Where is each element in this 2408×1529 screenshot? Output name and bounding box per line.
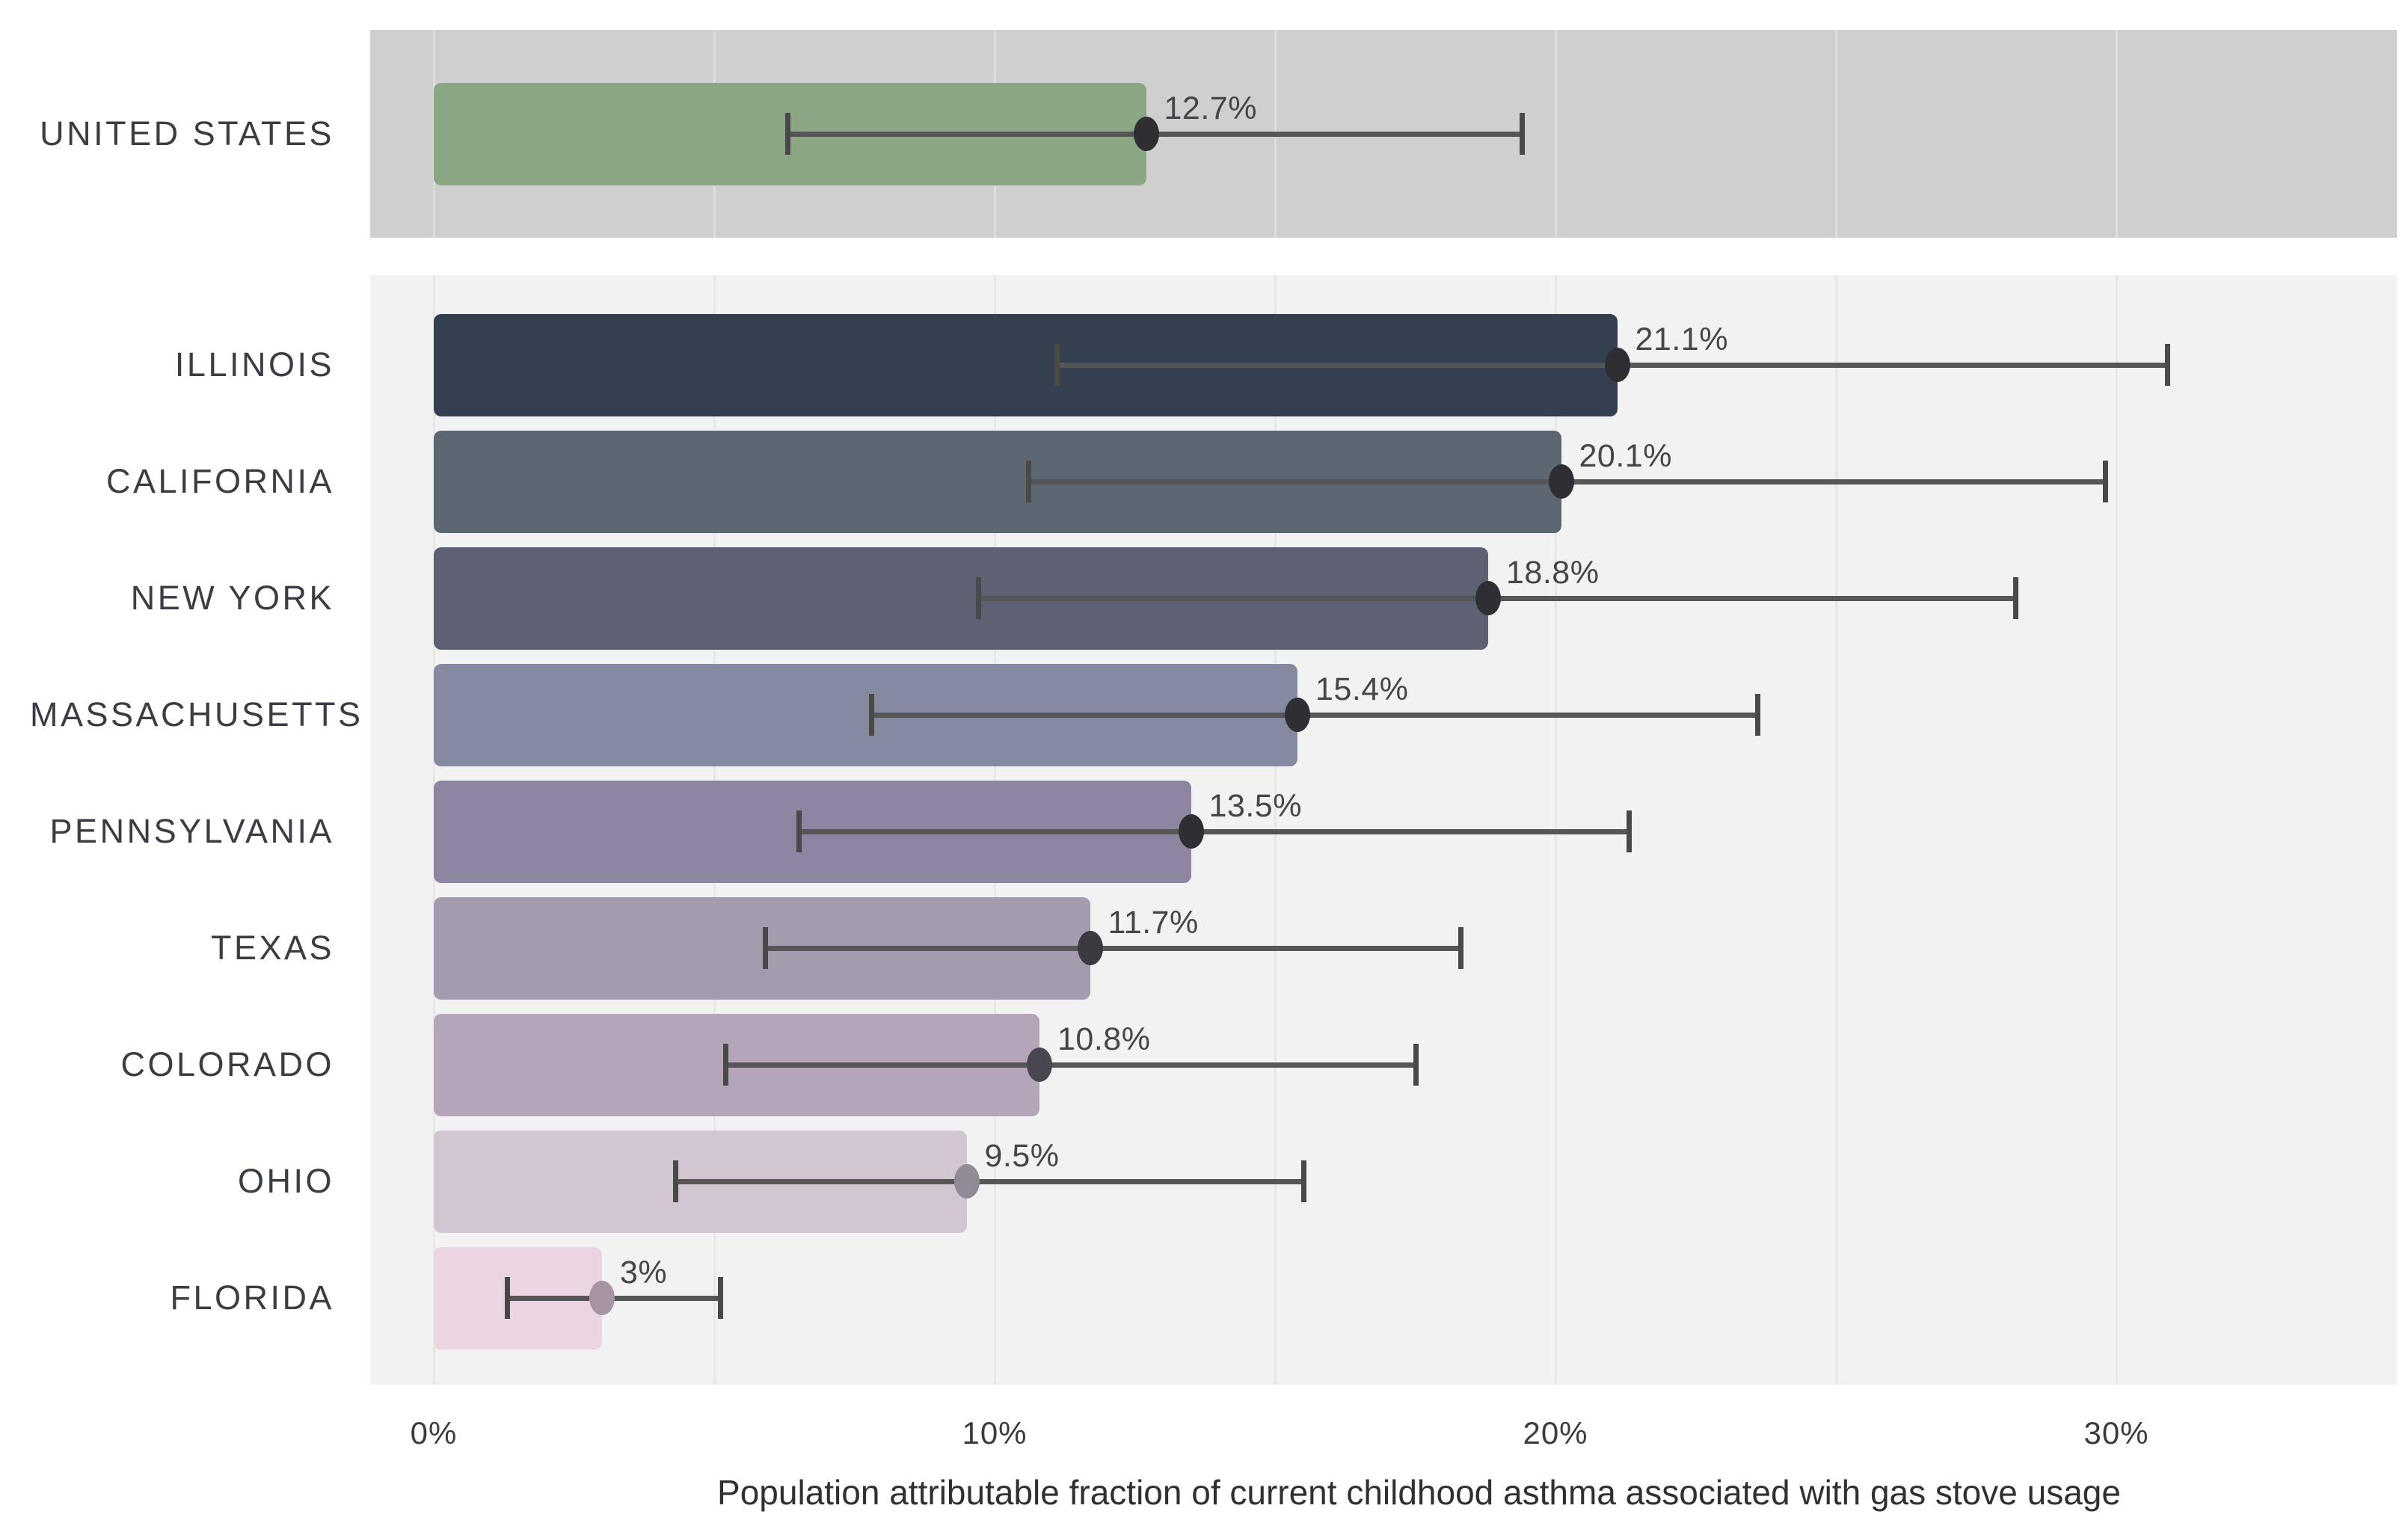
error-bar-cap-high-united-states	[1520, 113, 1525, 155]
error-bar-cap-low-florida	[504, 1277, 510, 1319]
value-label-new-york: 18.8%	[1506, 555, 1600, 591]
category-label-florida: FLORIDA	[170, 1279, 334, 1317]
value-label-colorado: 10.8%	[1057, 1021, 1151, 1057]
error-bar-pennsylvania	[798, 829, 1629, 834]
gridline	[1555, 30, 1557, 238]
value-label-florida: 3%	[620, 1255, 668, 1290]
error-bar-cap-low-illinois	[1054, 344, 1060, 386]
category-label-new-york: NEW YORK	[130, 579, 334, 617]
value-label-pennsylvania: 13.5%	[1208, 788, 1302, 824]
point-estimate-dot-california	[1548, 464, 1574, 499]
value-label-california: 20.1%	[1579, 438, 1672, 474]
error-bar-ohio	[675, 1179, 1303, 1184]
value-label-texas: 11.7%	[1108, 905, 1199, 941]
error-bar-cap-high-colorado	[1413, 1044, 1419, 1086]
error-bar-cap-high-new-york	[2013, 577, 2018, 619]
point-estimate-dot-illinois	[1604, 348, 1630, 382]
error-bar-cap-low-california	[1026, 461, 1031, 502]
value-label-massachusetts: 15.4%	[1315, 671, 1409, 707]
gridline	[1835, 275, 1837, 1385]
point-estimate-dot-ohio	[953, 1164, 980, 1199]
x-tick-label-10: 10%	[962, 1415, 1028, 1450]
error-bar-cap-low-ohio	[672, 1160, 678, 1202]
error-bar-cap-high-ohio	[1300, 1160, 1306, 1202]
category-label-colorado: COLORADO	[120, 1045, 334, 1083]
error-bar-texas	[764, 946, 1461, 951]
error-bar-cap-low-colorado	[723, 1044, 728, 1086]
error-bar-cap-low-massachusetts	[869, 694, 874, 736]
gridline	[2116, 30, 2118, 238]
error-bar-cap-low-new-york	[975, 577, 981, 619]
value-label-united-states: 12.7%	[1164, 90, 1257, 126]
gridline	[1835, 30, 1837, 238]
category-label-united-states: UNITED STATES	[40, 114, 334, 153]
error-bar-massachusetts	[871, 713, 1757, 718]
gridline	[2116, 275, 2118, 1385]
x-tick-label-0: 0%	[410, 1415, 458, 1450]
point-estimate-dot-united-states	[1133, 117, 1159, 151]
category-label-illinois: ILLINOIS	[174, 345, 334, 384]
x-tick-label-30: 30%	[2083, 1415, 2149, 1450]
error-bar-cap-low-pennsylvania	[796, 810, 802, 852]
error-bar-cap-high-california	[2103, 461, 2108, 502]
x-axis-title: Population attributable fraction of curr…	[717, 1473, 2121, 1512]
category-label-pennsylvania: PENNSYLVANIA	[49, 812, 334, 850]
error-bar-cap-low-texas	[762, 927, 768, 969]
error-bar-colorado	[725, 1062, 1416, 1068]
category-label-ohio: OHIO	[237, 1162, 334, 1200]
error-bar-cap-low-united-states	[784, 113, 790, 155]
category-label-california: CALIFORNIA	[105, 462, 334, 500]
category-label-massachusetts: MASSACHUSETTS	[30, 695, 363, 733]
error-bar-cap-high-texas	[1458, 927, 1463, 969]
value-label-illinois: 21.1%	[1635, 322, 1728, 357]
error-bar-cap-high-pennsylvania	[1626, 810, 1632, 852]
point-estimate-dot-new-york	[1475, 581, 1501, 615]
point-estimate-dot-florida	[589, 1281, 615, 1315]
x-tick-label-20: 20%	[1523, 1415, 1588, 1450]
error-bar-cap-high-florida	[717, 1277, 723, 1319]
point-estimate-dot-pennsylvania	[1178, 814, 1204, 849]
value-label-ohio: 9.5%	[984, 1138, 1060, 1174]
point-estimate-dot-massachusetts	[1285, 698, 1310, 732]
point-estimate-dot-texas	[1077, 931, 1103, 965]
error-bar-cap-high-massachusetts	[1755, 694, 1760, 736]
error-bar-cap-high-illinois	[2164, 344, 2170, 386]
category-label-texas: TEXAS	[210, 929, 334, 967]
point-estimate-dot-colorado	[1027, 1047, 1052, 1082]
